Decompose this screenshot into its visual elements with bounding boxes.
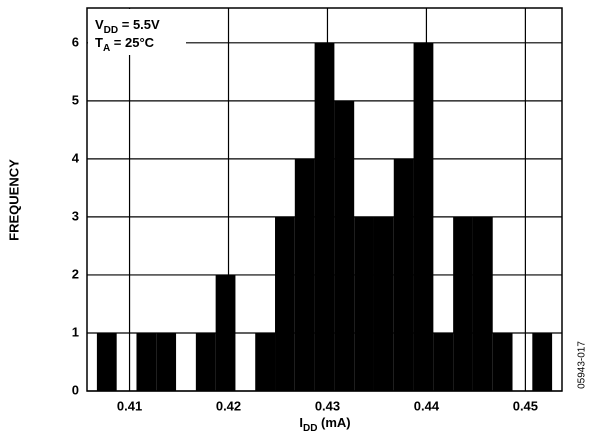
bar bbox=[96, 332, 117, 391]
bar bbox=[373, 216, 394, 391]
y-tick-label: 3 bbox=[72, 208, 79, 223]
bar bbox=[136, 332, 157, 391]
figure-code: 05943-017 bbox=[577, 341, 588, 389]
y-tick-label: 2 bbox=[72, 266, 79, 281]
y-tick-label: 5 bbox=[72, 92, 79, 107]
bar bbox=[453, 216, 473, 391]
y-tick-label: 6 bbox=[72, 34, 79, 49]
y-tick-label: 4 bbox=[72, 150, 80, 165]
bar bbox=[195, 332, 216, 391]
bar bbox=[314, 42, 335, 392]
bars bbox=[96, 42, 553, 392]
bar bbox=[433, 332, 454, 391]
bar bbox=[393, 158, 414, 391]
bar bbox=[472, 216, 493, 391]
bar bbox=[275, 216, 295, 391]
bar bbox=[532, 332, 553, 391]
annotation-box bbox=[88, 9, 186, 55]
bar bbox=[492, 332, 513, 391]
bar bbox=[354, 216, 374, 391]
x-tick-label: 0.41 bbox=[117, 398, 142, 413]
annotation: TA = 25°C bbox=[95, 35, 155, 53]
x-tick-label: 0.43 bbox=[315, 398, 340, 413]
bar bbox=[294, 158, 315, 391]
plot-frame bbox=[86, 7, 563, 392]
y-axis-label: FREQUENCY bbox=[6, 159, 21, 241]
y-tick-label: 0 bbox=[72, 382, 79, 397]
x-axis-label: IDD (mA) bbox=[299, 415, 350, 433]
bar bbox=[215, 274, 236, 391]
y-tick-label: 1 bbox=[72, 324, 79, 339]
bar bbox=[413, 42, 434, 392]
bar bbox=[255, 332, 276, 391]
bar bbox=[156, 332, 177, 391]
x-tick-label: 0.45 bbox=[513, 398, 538, 413]
x-tick-label: 0.44 bbox=[414, 398, 440, 413]
annotation: VDD = 5.5V bbox=[95, 17, 160, 35]
x-tick-label: 0.42 bbox=[216, 398, 241, 413]
bar bbox=[334, 100, 355, 392]
